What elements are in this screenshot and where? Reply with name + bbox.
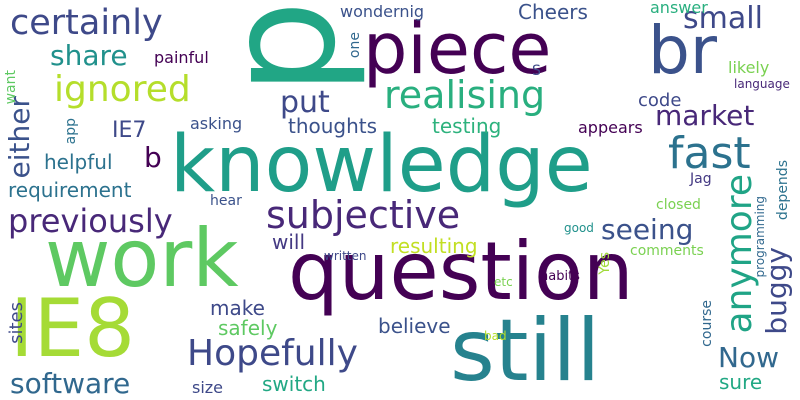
word-seeing: seeing xyxy=(601,213,694,246)
word-safely: safely xyxy=(218,316,278,340)
word-software: software xyxy=(10,367,131,400)
word-wondernig: wondernig xyxy=(340,2,425,21)
word-asking: asking xyxy=(190,114,243,133)
word-likely: likely xyxy=(728,58,770,77)
word-course: course xyxy=(699,300,715,347)
word-habits: habits xyxy=(540,269,580,284)
word-thoughts: thoughts xyxy=(288,114,378,138)
word-requirement: requirement xyxy=(8,178,132,202)
word-ignored: ignored xyxy=(54,69,191,110)
word-s: S xyxy=(532,63,541,79)
word-one: one xyxy=(347,32,363,59)
word-piece: piece xyxy=(363,8,552,90)
word-closed: closed xyxy=(656,197,701,213)
word-hear: hear xyxy=(210,193,242,209)
word-ie8: IE8 xyxy=(10,282,136,375)
word-appears: appears xyxy=(578,118,643,137)
word-either: either xyxy=(3,96,36,179)
word-b: b xyxy=(144,141,162,174)
word-put: put xyxy=(280,85,330,120)
word-will: will xyxy=(272,230,306,254)
word-knowledge: knowledge xyxy=(170,120,593,210)
word-language: language xyxy=(734,77,790,91)
word-believe: believe xyxy=(378,314,451,338)
word-good: good xyxy=(564,221,594,235)
word-bad: bad xyxy=(484,329,507,343)
word-fast: fast xyxy=(668,128,751,179)
word-switch: switch xyxy=(262,372,326,396)
word-comments: comments xyxy=(630,243,704,259)
word-helpful: helpful xyxy=(44,150,113,174)
word-cheers: Cheers xyxy=(518,0,588,24)
word-app: app xyxy=(63,118,79,145)
word-yes: Yes xyxy=(597,252,613,275)
word-market: market xyxy=(655,99,755,132)
word-certainly: certainly xyxy=(10,3,163,43)
word-buggy: buggy xyxy=(760,247,793,335)
word-jag: Jag xyxy=(690,171,712,187)
word-p: p xyxy=(195,0,369,96)
word-make: make xyxy=(210,296,265,320)
word-share: share xyxy=(50,39,128,72)
word-work: work xyxy=(45,212,239,305)
word-testing: testing xyxy=(432,114,502,138)
word-br: br xyxy=(648,12,718,89)
word-sites: sites xyxy=(6,302,27,344)
word-small: small xyxy=(683,1,763,36)
word-realising: realising xyxy=(384,73,546,117)
word-painful: painful xyxy=(154,48,209,67)
word-subjective: subjective xyxy=(266,193,461,237)
word-written: written xyxy=(324,249,367,263)
word-ie7: IE7 xyxy=(112,118,147,143)
word-size: size xyxy=(192,378,224,397)
word-still: still xyxy=(450,301,601,400)
word-etc: etc xyxy=(494,275,513,289)
word-resulting: resulting xyxy=(390,234,478,258)
word-previously: previously xyxy=(8,202,173,240)
word-hopefully: Hopefully xyxy=(187,333,358,374)
word-question: question xyxy=(288,225,634,318)
word-sure: sure xyxy=(719,370,763,394)
word-answer: answer xyxy=(650,0,708,17)
word-now: Now xyxy=(718,341,779,374)
word-depends: depends xyxy=(775,160,791,221)
word-want: want xyxy=(3,70,19,105)
word-code: code xyxy=(638,90,682,111)
word-programming: programming xyxy=(753,196,767,278)
